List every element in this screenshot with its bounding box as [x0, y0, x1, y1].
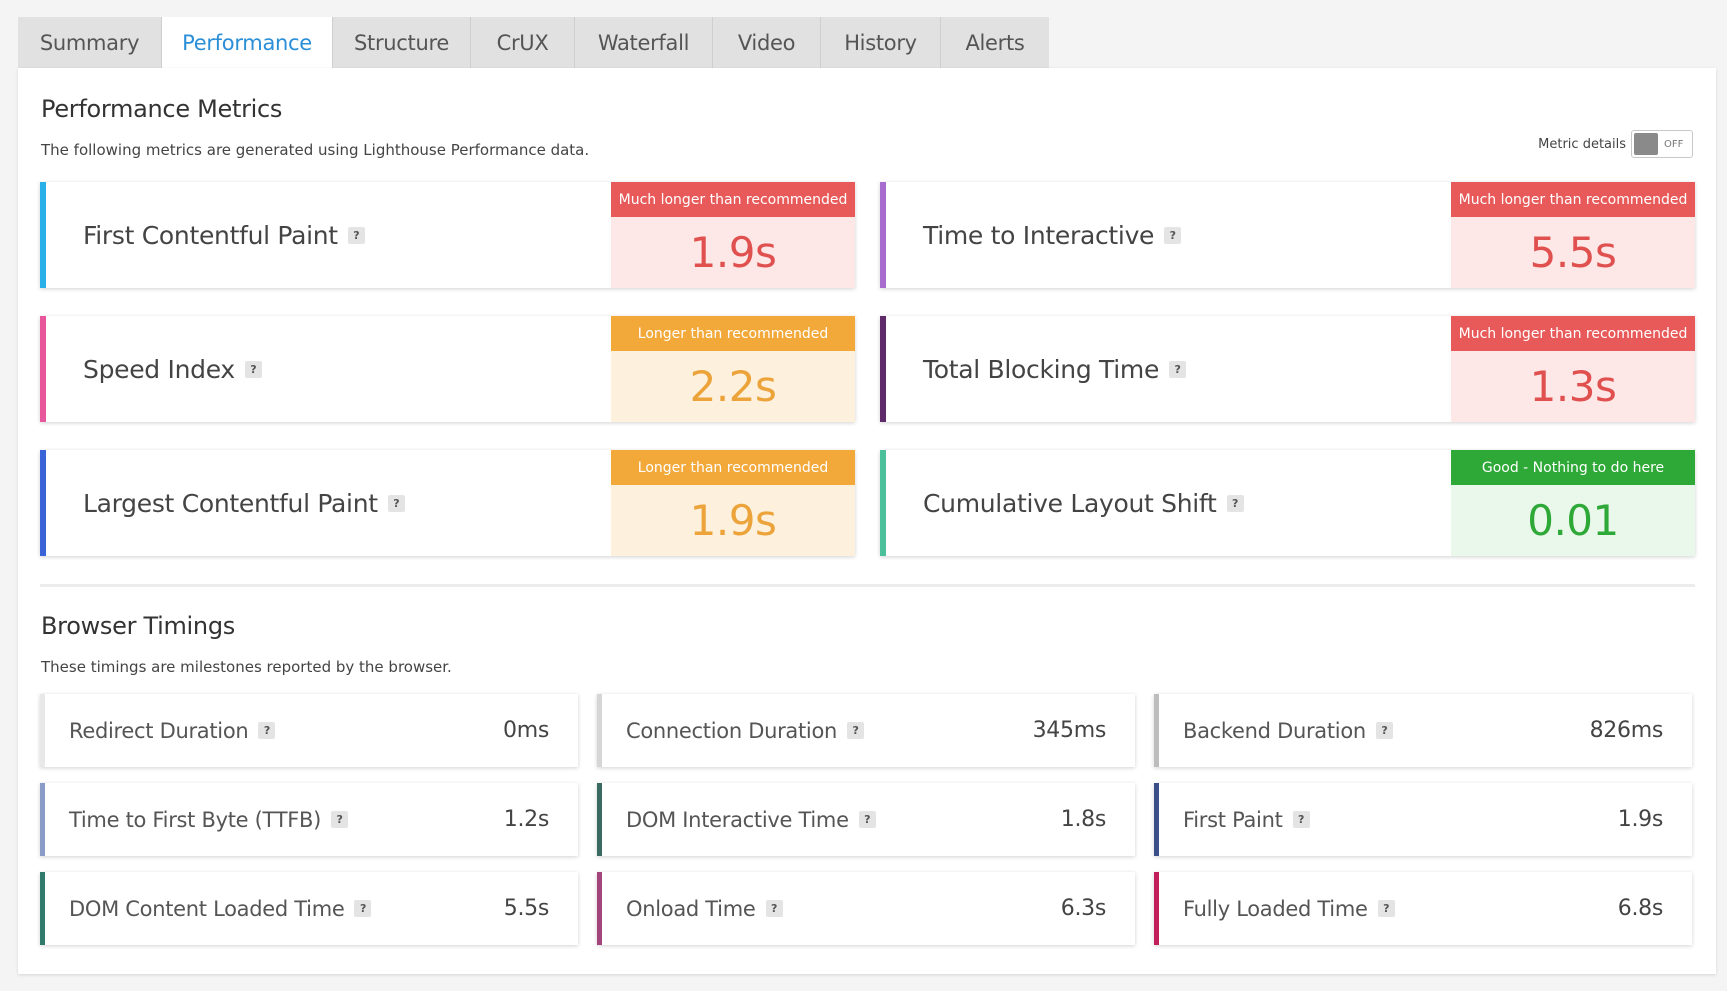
- browser-timings-description: These timings are milestones reported by…: [41, 658, 452, 676]
- help-icon[interactable]: ?: [1164, 226, 1182, 244]
- tab-crux[interactable]: CrUX: [471, 17, 575, 68]
- timing-value: 826ms: [1589, 718, 1664, 743]
- performance-metrics-description: The following metrics are generated usin…: [41, 141, 590, 159]
- grade-label: Longer than recommended: [611, 450, 855, 485]
- timing-name: First Paint?: [1183, 808, 1310, 832]
- metric-name: First Contentful Paint?: [83, 182, 365, 288]
- grade-label: Longer than recommended: [611, 316, 855, 351]
- metric-value: 1.3s: [1451, 351, 1695, 422]
- help-icon[interactable]: ?: [1226, 494, 1244, 512]
- help-icon[interactable]: ?: [387, 494, 405, 512]
- metric-value: 1.9s: [611, 485, 855, 556]
- tab-history[interactable]: History: [821, 17, 941, 68]
- help-icon[interactable]: ?: [258, 722, 276, 739]
- metric-grade: Much longer than recommended 1.9s: [611, 182, 855, 288]
- timing-value: 6.3s: [1060, 896, 1107, 921]
- timing-card-backend-duration: Backend Duration? 826ms: [1154, 694, 1692, 767]
- timing-card-onload-time: Onload Time? 6.3s: [597, 872, 1135, 945]
- metric-value: 0.01: [1451, 485, 1695, 556]
- tab-bar: Summary Performance Structure CrUX Water…: [18, 17, 1049, 68]
- metric-card-total-blocking-time: Total Blocking Time? Much longer than re…: [880, 316, 1695, 422]
- tab-alerts[interactable]: Alerts: [965, 30, 1025, 55]
- metric-details-label: Metric details: [1538, 136, 1626, 152]
- toggle-knob: [1634, 133, 1658, 155]
- metric-name: Time to Interactive?: [923, 182, 1182, 288]
- timing-card-dom-content-loaded-time: DOM Content Loaded Time? 5.5s: [40, 872, 578, 945]
- metric-name: Largest Contentful Paint?: [83, 450, 405, 556]
- help-icon[interactable]: ?: [354, 900, 372, 917]
- grade-label: Much longer than recommended: [1451, 182, 1695, 217]
- toggle-state: OFF: [1664, 138, 1684, 150]
- metric-grade: Much longer than recommended 1.3s: [1451, 316, 1695, 422]
- metric-grade: Much longer than recommended 5.5s: [1451, 182, 1695, 288]
- metric-card-largest-contentful-paint: Largest Contentful Paint? Longer than re…: [40, 450, 855, 556]
- metric-details-toggle[interactable]: OFF: [1631, 130, 1693, 158]
- timing-card-dom-interactive-time: DOM Interactive Time? 1.8s: [597, 783, 1135, 856]
- grade-label: Good - Nothing to do here: [1451, 450, 1695, 485]
- metric-card-time-to-interactive: Time to Interactive? Much longer than re…: [880, 182, 1695, 288]
- metric-grade: Good - Nothing to do here 0.01: [1451, 450, 1695, 556]
- help-icon[interactable]: ?: [1375, 722, 1393, 739]
- timing-value: 1.8s: [1060, 807, 1107, 832]
- help-icon[interactable]: ?: [858, 811, 876, 828]
- metric-name: Speed Index?: [83, 316, 262, 422]
- timing-value: 1.2s: [503, 807, 550, 832]
- grade-label: Much longer than recommended: [611, 182, 855, 217]
- help-icon[interactable]: ?: [847, 722, 865, 739]
- help-icon[interactable]: ?: [1292, 811, 1310, 828]
- help-icon[interactable]: ?: [347, 226, 365, 244]
- timing-card-redirect-duration: Redirect Duration? 0ms: [40, 694, 578, 767]
- grade-label: Much longer than recommended: [1451, 316, 1695, 351]
- metric-details-control: Metric details OFF: [1538, 130, 1693, 158]
- tab-performance[interactable]: Performance: [162, 17, 333, 68]
- metric-value: 2.2s: [611, 351, 855, 422]
- timing-card-fully-loaded-time: Fully Loaded Time? 6.8s: [1154, 872, 1692, 945]
- timing-name: Time to First Byte (TTFB)?: [69, 808, 349, 832]
- help-icon[interactable]: ?: [331, 811, 349, 828]
- metric-value: 1.9s: [611, 217, 855, 288]
- timing-name: Redirect Duration?: [69, 719, 276, 743]
- timing-name: Backend Duration?: [1183, 719, 1393, 743]
- section-divider: [40, 584, 1695, 587]
- help-icon[interactable]: ?: [765, 900, 783, 917]
- timing-card-connection-duration: Connection Duration? 345ms: [597, 694, 1135, 767]
- tab-waterfall[interactable]: Waterfall: [575, 17, 713, 68]
- metric-grade: Longer than recommended 2.2s: [611, 316, 855, 422]
- timing-value: 345ms: [1032, 718, 1107, 743]
- tab-video[interactable]: Video: [713, 17, 821, 68]
- timing-value: 5.5s: [503, 896, 550, 921]
- metric-name: Cumulative Layout Shift?: [923, 450, 1244, 556]
- timing-name: Fully Loaded Time?: [1183, 897, 1395, 921]
- report-panel: Performance Metrics The following metric…: [18, 68, 1716, 974]
- metric-value: 5.5s: [1451, 217, 1695, 288]
- metric-card-first-contentful-paint: First Contentful Paint? Much longer than…: [40, 182, 855, 288]
- tab-structure[interactable]: Structure: [333, 17, 471, 68]
- help-icon[interactable]: ?: [244, 360, 262, 378]
- timing-card-ttfb: Time to First Byte (TTFB)? 1.2s: [40, 783, 578, 856]
- timing-name: DOM Content Loaded Time?: [69, 897, 372, 921]
- metric-grade: Longer than recommended 1.9s: [611, 450, 855, 556]
- help-icon[interactable]: ?: [1377, 900, 1395, 917]
- metric-card-speed-index: Speed Index? Longer than recommended 2.2…: [40, 316, 855, 422]
- timing-card-first-paint: First Paint? 1.9s: [1154, 783, 1692, 856]
- tab-summary[interactable]: Summary: [18, 17, 162, 68]
- browser-timings-title: Browser Timings: [41, 612, 235, 640]
- timing-value: 0ms: [503, 718, 549, 743]
- timing-value: 6.8s: [1617, 896, 1664, 921]
- timing-name: Connection Duration?: [626, 719, 865, 743]
- metric-name: Total Blocking Time?: [923, 316, 1187, 422]
- timing-name: Onload Time?: [626, 897, 783, 921]
- help-icon[interactable]: ?: [1169, 360, 1187, 378]
- performance-metrics-title: Performance Metrics: [41, 95, 283, 123]
- metric-card-cumulative-layout-shift: Cumulative Layout Shift? Good - Nothing …: [880, 450, 1695, 556]
- timing-name: DOM Interactive Time?: [626, 808, 876, 832]
- timing-value: 1.9s: [1617, 807, 1664, 832]
